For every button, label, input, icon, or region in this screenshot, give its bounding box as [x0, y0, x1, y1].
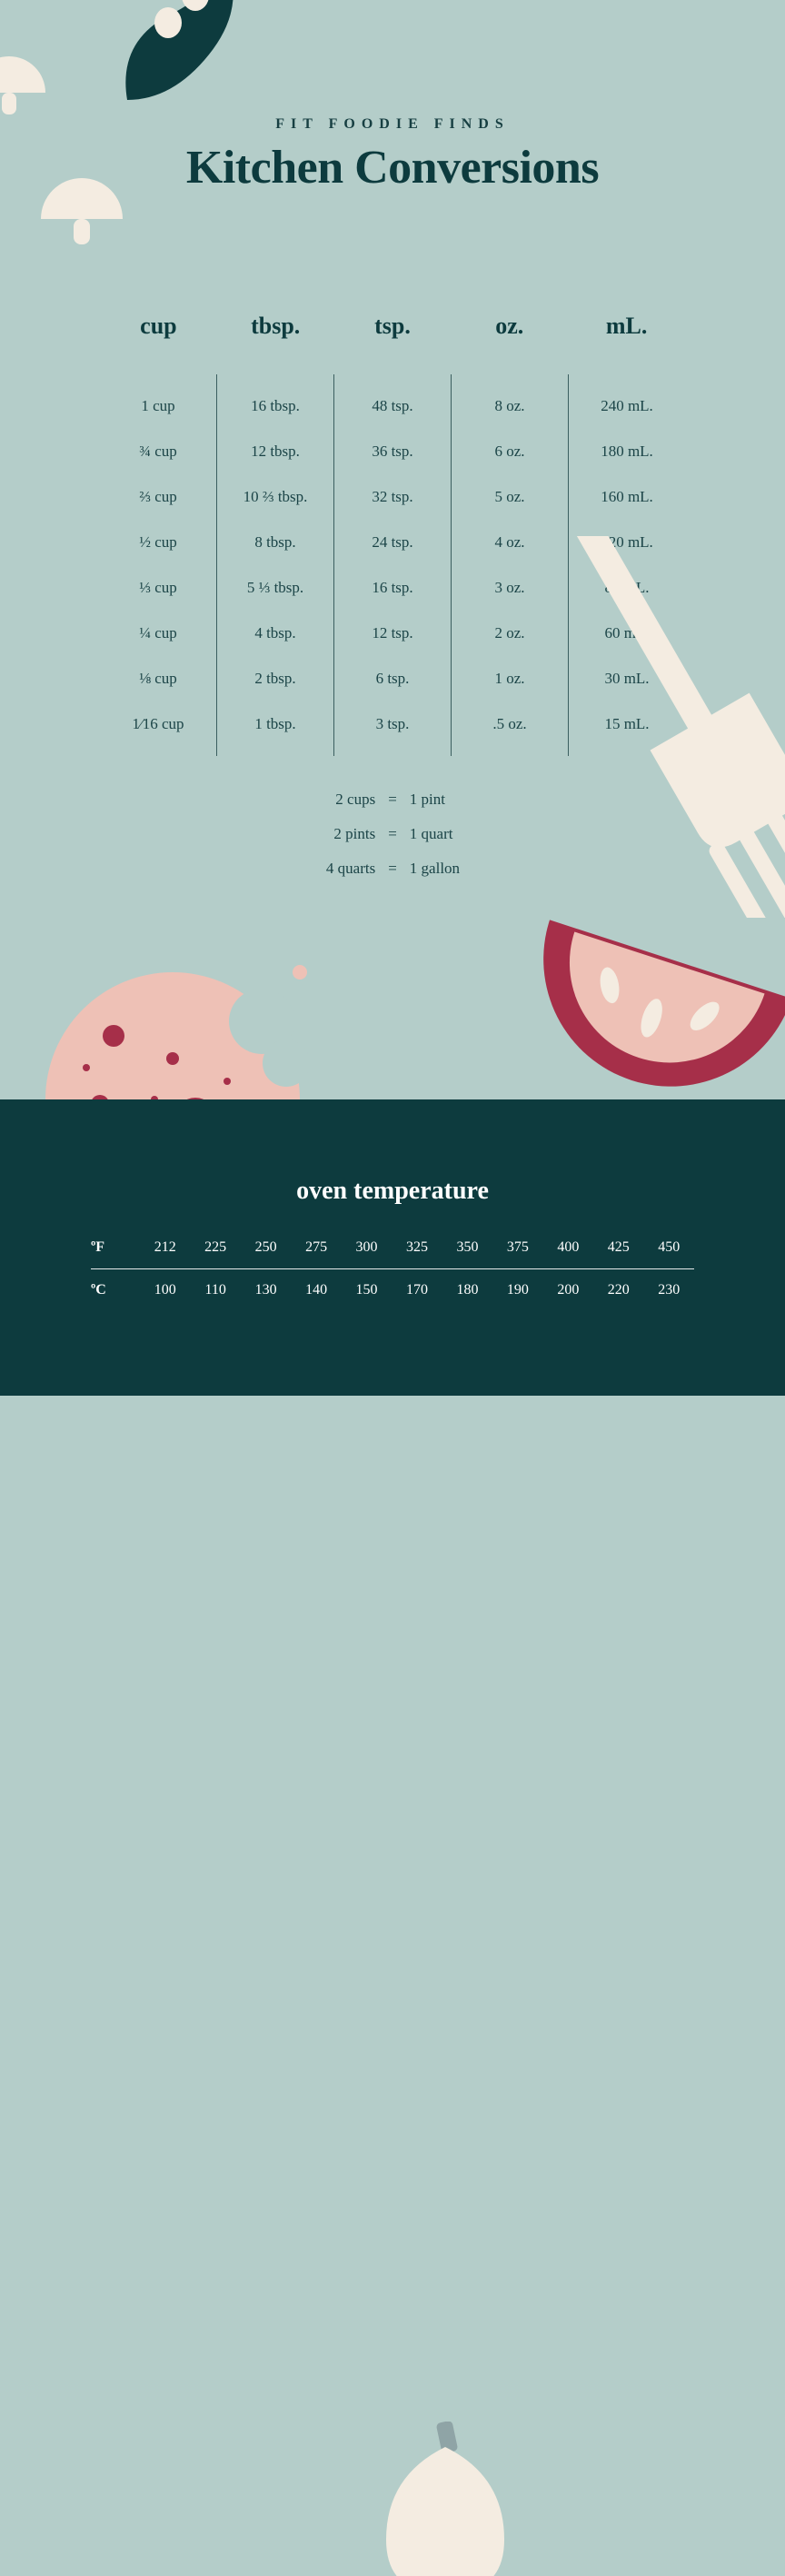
table-cell: 2 tbsp.: [217, 656, 333, 701]
temp-cell: 230: [644, 1269, 694, 1311]
temp-cell: 275: [291, 1227, 341, 1268]
table-cell: 8 oz.: [452, 383, 568, 429]
table-cell: 6 oz.: [452, 429, 568, 474]
temp-unit-label: ºF: [91, 1239, 140, 1256]
table-cell: 8 tbsp.: [217, 520, 333, 565]
column-header: tbsp.: [217, 313, 334, 340]
table-cell: ⅔ cup: [100, 474, 216, 520]
temp-cell: 450: [644, 1227, 694, 1268]
table-cell: ¾ cup: [100, 429, 216, 474]
table-cell: 4 tbsp.: [217, 611, 333, 656]
temp-cell: 130: [241, 1269, 291, 1311]
table-cell: ⅛ cup: [100, 656, 216, 701]
temp-cell: 300: [342, 1227, 392, 1268]
eyebrow: FIT FOODIE FINDS: [0, 116, 785, 133]
table-cell: ⅓ cup: [100, 565, 216, 611]
extra-right: 1 quart: [410, 825, 501, 843]
table-cell: 16 tsp.: [334, 565, 451, 611]
table-cell: 36 tsp.: [334, 429, 451, 474]
temp-cell: 400: [543, 1227, 593, 1268]
page-title: Kitchen Conversions: [0, 141, 785, 194]
table-cell: 5 oz.: [452, 474, 568, 520]
table-column: 1 cup¾ cup⅔ cup½ cup⅓ cup¼ cup⅛ cup1⁄16 …: [100, 374, 217, 756]
equals-sign: =: [388, 791, 397, 809]
table-cell: ¼ cup: [100, 611, 216, 656]
temp-cell: 200: [543, 1269, 593, 1311]
temperature-table: ºF212225250275300325350375400425450 ºC10…: [91, 1227, 694, 1311]
table-cell: 32 tsp.: [334, 474, 451, 520]
mushroom-icon: [0, 55, 45, 118]
table-cell: 12 tsp.: [334, 611, 451, 656]
onion-icon: [368, 2422, 522, 2576]
tomato-icon: [513, 920, 785, 1129]
table-column: 16 tbsp.12 tbsp.10 ⅔ tbsp.8 tbsp.5 ⅓ tbs…: [217, 374, 334, 756]
table-cell: ½ cup: [100, 520, 216, 565]
table-cell: 24 tsp.: [334, 520, 451, 565]
table-cell: 1 cup: [100, 383, 216, 429]
extra-left: 2 pints: [284, 825, 375, 843]
fork-icon: [509, 536, 785, 918]
table-cell: 5 ⅓ tbsp.: [217, 565, 333, 611]
temp-cell: 110: [190, 1269, 240, 1311]
table-cell: 3 tsp.: [334, 701, 451, 747]
temp-cell: 150: [342, 1269, 392, 1311]
table-cell: 240 mL.: [569, 383, 685, 429]
extra-right: 1 pint: [410, 791, 501, 809]
temp-cell: 250: [241, 1227, 291, 1268]
oven-section: oven temperature ºF212225250275300325350…: [0, 1099, 785, 1396]
table-cell: 1 tbsp.: [217, 701, 333, 747]
table-cell: 48 tsp.: [334, 383, 451, 429]
temp-cell: 375: [492, 1227, 542, 1268]
temp-cell: 220: [593, 1269, 643, 1311]
table-cell: 180 mL.: [569, 429, 685, 474]
table-cell: 10 ⅔ tbsp.: [217, 474, 333, 520]
temp-cell: 325: [392, 1227, 442, 1268]
table-column: 48 tsp.36 tsp.32 tsp.24 tsp.16 tsp.12 ts…: [334, 374, 452, 756]
extra-left: 4 quarts: [284, 860, 375, 878]
temp-cell: 170: [392, 1269, 442, 1311]
temp-cell: 212: [140, 1227, 190, 1268]
column-header: mL.: [568, 313, 685, 340]
equals-sign: =: [388, 860, 397, 878]
temp-cell: 100: [140, 1269, 190, 1311]
temp-cell: 425: [593, 1227, 643, 1268]
table-cell: 160 mL.: [569, 474, 685, 520]
column-header: oz.: [451, 313, 568, 340]
temp-cell: 140: [291, 1269, 341, 1311]
temp-cell: 180: [442, 1269, 492, 1311]
extra-left: 2 cups: [284, 791, 375, 809]
column-header: cup: [100, 313, 217, 340]
table-cell: 6 tsp.: [334, 656, 451, 701]
equals-sign: =: [388, 825, 397, 843]
temp-cell: 190: [492, 1269, 542, 1311]
temp-unit-label: ºC: [91, 1282, 140, 1298]
temp-cell: 225: [190, 1227, 240, 1268]
temp-cell: 350: [442, 1227, 492, 1268]
extra-right: 1 gallon: [410, 860, 501, 878]
oven-title: oven temperature: [0, 1177, 785, 1206]
column-header: tsp.: [334, 313, 452, 340]
table-cell: 1⁄16 cup: [100, 701, 216, 747]
table-cell: 16 tbsp.: [217, 383, 333, 429]
table-cell: 12 tbsp.: [217, 429, 333, 474]
